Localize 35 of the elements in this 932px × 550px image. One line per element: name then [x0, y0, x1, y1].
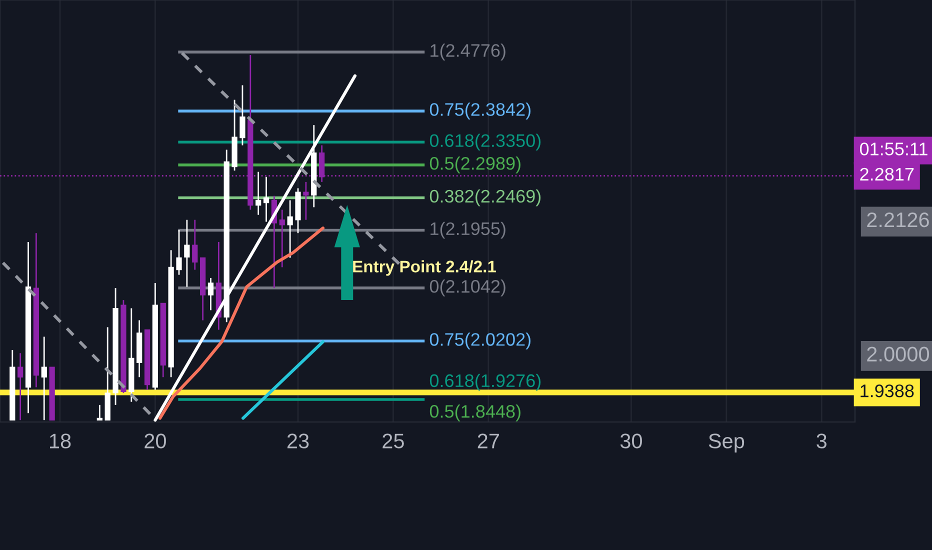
ref-line-label: 0.618(2.3350): [430, 134, 541, 151]
annotation: Entry Point 2.4/2.1: [353, 260, 496, 276]
x-tick-label: 27: [478, 434, 499, 448]
ref-line-label: 0(2.1042): [430, 280, 506, 296]
candlestick: [96, 404, 102, 421]
x-tick-label: 18: [50, 434, 71, 448]
ref-line-label: 1(2.1955): [430, 222, 506, 239]
y-tick-label: 2.0000: [867, 346, 930, 362]
y-tick-label: 2.2126: [867, 212, 929, 228]
text: 01:55:11: [860, 142, 928, 156]
ref-line-label: 2.2817: [860, 168, 914, 181]
annotation: 0.5(1.8448): [430, 404, 520, 422]
candlestick: [256, 171, 262, 216]
x-tick-label: 25: [382, 434, 404, 448]
candlestick: [208, 277, 214, 311]
candlestick: [263, 176, 270, 222]
ref-line-label: 0.75(2.3842): [430, 102, 530, 120]
ref-line-label: 1.9388: [860, 384, 914, 398]
ref-line-label: 0.5(2.2989): [430, 156, 520, 174]
candlestick: [279, 209, 285, 268]
candlestick: [303, 181, 309, 221]
x-tick-label: 23: [287, 434, 309, 448]
candlestick: [184, 219, 190, 288]
ref-line-label: 1(2.4776): [430, 44, 506, 60]
candlestick: [192, 219, 198, 270]
candlestick: [176, 229, 182, 276]
ref-line-label: 0.75(2.0202): [430, 332, 530, 350]
x-tick-label: 3: [816, 434, 826, 448]
x-tick-label: Sep: [708, 434, 744, 453]
x-tick-label: 30: [620, 434, 642, 448]
x-tick-label: 20: [144, 434, 166, 448]
ref-line-label: 0.382(2.2469): [430, 189, 541, 206]
ref-line-label: 0.618(1.9276): [430, 374, 541, 391]
candlestick: [240, 84, 246, 146]
candlestick: [287, 200, 293, 258]
